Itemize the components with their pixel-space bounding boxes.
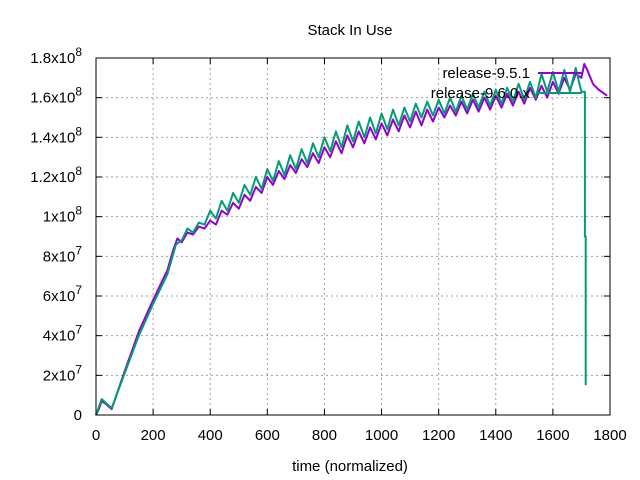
y-tick-mantissa: 8x10: [43, 248, 76, 265]
x-tick-label: 400: [198, 427, 223, 444]
legend: release-9.5.1 release-9.6.0.x: [431, 65, 582, 102]
series-line-release-9-5-1: [95, 63, 608, 416]
x-tick-label: 800: [312, 427, 337, 444]
series-layer: [95, 63, 608, 416]
y-tick-label: 2x107: [43, 362, 83, 384]
y-tick-exponent: 7: [75, 362, 82, 376]
x-tick-label: 1400: [479, 427, 512, 444]
y-tick-label: 0: [74, 407, 82, 424]
y-tick-label: 1x108: [43, 204, 83, 226]
y-tick-mantissa: 0: [74, 407, 82, 424]
x-tick-label: 0: [92, 427, 100, 444]
legend-label: release-9.6.0.x: [431, 85, 531, 102]
y-tick-label: 6x107: [43, 283, 83, 305]
series-line-release-9-6-0-x: [95, 66, 587, 416]
y-tick-mantissa: 4x10: [43, 328, 76, 345]
y-tick-mantissa: 1.6x10: [30, 90, 75, 107]
y-tick-label: 1.4x108: [30, 124, 82, 146]
y-tick-exponent: 8: [75, 45, 82, 59]
x-axis-title: time (normalized): [292, 458, 408, 475]
y-tick-exponent: 7: [75, 323, 82, 337]
x-tick-label: 600: [255, 427, 280, 444]
axis-ticks: 0 200 400 600 800 1000 1200 1400 1600 180002x1074…: [30, 45, 626, 444]
y-tick-mantissa: 1.4x10: [30, 129, 75, 146]
x-tick-label: 1600: [536, 427, 569, 444]
y-tick-exponent: 8: [75, 164, 82, 178]
y-tick-exponent: 8: [75, 204, 82, 218]
y-tick-mantissa: 1.2x10: [30, 169, 75, 186]
y-tick-mantissa: 2x10: [43, 367, 76, 384]
y-tick-label: 4x107: [43, 323, 83, 345]
y-tick-mantissa: 6x10: [43, 288, 76, 305]
x-tick-label: 1200: [422, 427, 455, 444]
x-tick-label: 200: [141, 427, 166, 444]
grid: [96, 58, 610, 415]
legend-label: release-9.5.1: [442, 65, 530, 82]
y-tick-label: 1.2x108: [30, 164, 82, 186]
y-tick-label: 1.6x108: [30, 85, 82, 107]
y-tick-exponent: 8: [75, 124, 82, 138]
y-tick-label: 1.8x108: [30, 45, 82, 67]
y-tick-exponent: 7: [75, 283, 82, 297]
x-tick-label: 1800: [593, 427, 626, 444]
y-tick-label: 8x107: [43, 243, 83, 265]
y-tick-mantissa: 1.8x10: [30, 50, 75, 67]
y-tick-exponent: 7: [75, 243, 82, 257]
y-tick-mantissa: 1x10: [43, 209, 76, 226]
y-tick-exponent: 8: [75, 85, 82, 99]
chart-title: Stack In Use: [307, 22, 392, 39]
plot-frame: [95, 57, 611, 416]
x-tick-label: 1000: [365, 427, 398, 444]
